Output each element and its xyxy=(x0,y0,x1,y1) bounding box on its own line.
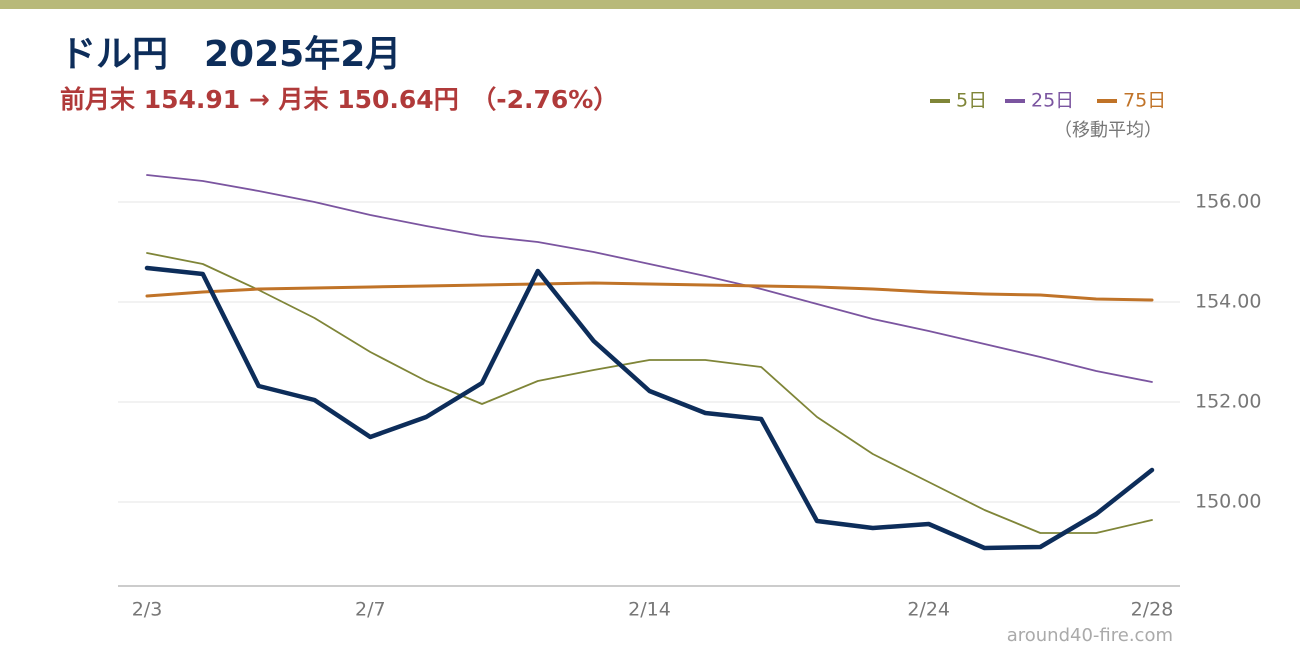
legend-note: （移動平均） xyxy=(1054,120,1162,141)
y-tick-label: 152.00 xyxy=(1195,391,1261,413)
x-tick-label: 2/14 xyxy=(628,599,671,621)
y-tick-label: 154.00 xyxy=(1195,291,1261,313)
x-tick-label: 2/3 xyxy=(132,599,163,621)
x-tick-label: 2/7 xyxy=(355,599,386,621)
chart-subtitle: 前月末 154.91 → 月末 150.64円 （-2.76%） xyxy=(60,85,618,114)
top-bar xyxy=(0,0,1300,9)
x-tick-label: 2/28 xyxy=(1131,599,1174,621)
legend-label: 75日 xyxy=(1123,90,1166,112)
legend-label: 5日 xyxy=(956,90,987,112)
chart-title: ドル円 2025年2月 xyxy=(60,34,401,75)
source: around40-fire.com xyxy=(1007,625,1173,646)
y-tick-label: 156.00 xyxy=(1195,191,1261,213)
x-tick-label: 2/24 xyxy=(907,599,950,621)
series-line xyxy=(146,174,1153,383)
series-line xyxy=(146,252,1153,534)
y-tick-label: 150.00 xyxy=(1195,491,1261,513)
series-line xyxy=(145,281,1154,302)
series-line xyxy=(144,265,1155,551)
legend-label: 25日 xyxy=(1031,90,1074,112)
